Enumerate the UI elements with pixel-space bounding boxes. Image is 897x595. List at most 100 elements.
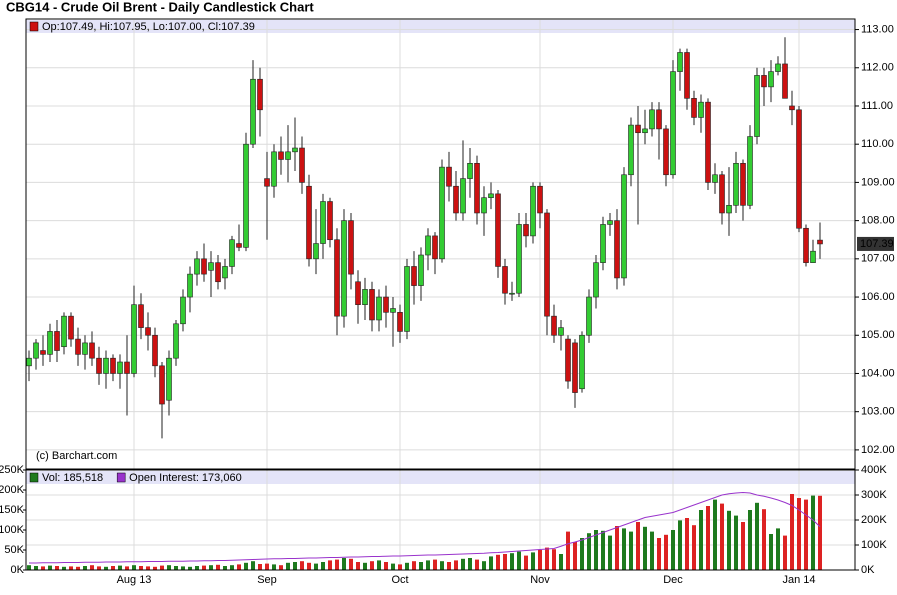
volume-bar	[790, 494, 794, 570]
candle-body	[663, 128, 669, 176]
candle-body	[565, 338, 571, 382]
chart-title: CBG14 - Crude Oil Brent - Daily Candlest…	[6, 0, 314, 14]
volume-bar	[118, 565, 122, 570]
volume-bar	[762, 509, 766, 570]
candle-body	[75, 338, 81, 355]
y-tick-label: 150K	[0, 504, 25, 516]
marks	[26, 37, 823, 570]
legend-swatch	[29, 21, 39, 32]
legend-swatch	[29, 472, 39, 483]
volume-bar	[391, 563, 395, 570]
candle-body	[635, 124, 641, 134]
volume-bar	[566, 531, 570, 570]
volume-bar	[580, 538, 584, 570]
volume-bar	[643, 526, 647, 570]
y2-tick-label: 400K	[861, 464, 887, 476]
candle-body	[747, 136, 753, 206]
candle-body	[614, 220, 620, 279]
volume-bar	[307, 562, 311, 570]
volume-bar	[328, 560, 332, 570]
candle-body	[383, 296, 389, 313]
candle-body	[628, 124, 634, 176]
candle-body	[82, 342, 88, 355]
candle-body	[327, 201, 333, 241]
candle-body	[796, 109, 802, 229]
volume-bar	[125, 566, 129, 570]
y2-tick-label: 200K	[861, 514, 887, 526]
x-tick-label: Sep	[257, 574, 277, 586]
volume-bar	[279, 565, 283, 570]
x-tick-label: Oct	[391, 574, 408, 586]
y-tick-label: 109.00	[861, 176, 895, 188]
volume-bar	[97, 566, 101, 570]
volume-bar	[538, 550, 542, 570]
volume-bar	[685, 518, 689, 570]
candle-body	[61, 315, 67, 348]
volume-bar	[55, 566, 59, 570]
y-tick-label: 110.00	[861, 138, 894, 150]
volume-bar	[174, 566, 178, 570]
candle-body	[152, 334, 158, 367]
volume-bar	[552, 549, 556, 570]
volume-bar	[230, 565, 234, 570]
candle-body	[257, 78, 263, 111]
volume-bar	[776, 528, 780, 570]
volume-bar	[559, 554, 563, 570]
volume-bar	[62, 566, 66, 570]
volume-bar	[167, 565, 171, 570]
volume-bar	[181, 566, 185, 570]
candle-body	[698, 101, 704, 118]
y-tick-label: 104.00	[861, 367, 895, 379]
candle-body	[222, 266, 228, 279]
candle-body	[516, 224, 522, 294]
candle-body	[285, 151, 291, 160]
volume-bar	[720, 503, 724, 570]
volume-bar	[664, 534, 668, 570]
volume-bar	[489, 556, 493, 570]
candle-body	[488, 193, 494, 198]
annotation: (c) Barchart.com	[36, 450, 117, 462]
candle-body	[348, 220, 354, 275]
candle-body	[103, 357, 109, 374]
candle-body	[390, 308, 396, 313]
candle-body	[558, 327, 564, 336]
volume-bar	[510, 553, 514, 570]
volume-bar	[657, 538, 661, 570]
volume-bar	[412, 561, 416, 570]
candle-body	[89, 342, 95, 359]
volume-bar	[244, 562, 248, 570]
candle-body	[572, 342, 578, 393]
y-tick-label: 102.00	[861, 444, 895, 456]
volume-bar	[622, 528, 626, 570]
volume-bar	[748, 510, 752, 570]
candle-body	[726, 205, 732, 214]
candle-body	[320, 201, 326, 244]
candle-body	[817, 239, 823, 245]
candle-body	[292, 147, 298, 153]
y-tick-label: 250K	[0, 464, 25, 476]
volume-bar	[146, 566, 150, 570]
candle-body	[523, 224, 529, 237]
volume-bar	[384, 562, 388, 570]
volume-bar	[741, 522, 745, 570]
candle-body	[138, 304, 144, 328]
legend-entry: Open Interest: 173,060	[129, 472, 242, 484]
legend-text: Op:107.49, Hi:107.95, Lo:107.00, Cl:107.…	[42, 21, 255, 33]
y2-tick-label: 300K	[861, 489, 887, 501]
volume-bar	[433, 559, 437, 570]
volume-bar	[34, 566, 38, 570]
candle-body	[537, 185, 543, 214]
candle-body	[593, 262, 599, 298]
y2-tick-label: 0K	[861, 564, 875, 576]
volume-bar	[531, 552, 535, 570]
candle-body	[299, 147, 305, 183]
volume-bar	[797, 498, 801, 570]
candle-body	[453, 185, 459, 214]
volume-bar	[447, 562, 451, 570]
volume-bar	[713, 499, 717, 570]
candle-body	[229, 239, 235, 267]
candle-body	[355, 281, 361, 305]
volume-bar	[706, 506, 710, 570]
volume-bar	[545, 547, 549, 570]
candle-body	[411, 266, 417, 286]
